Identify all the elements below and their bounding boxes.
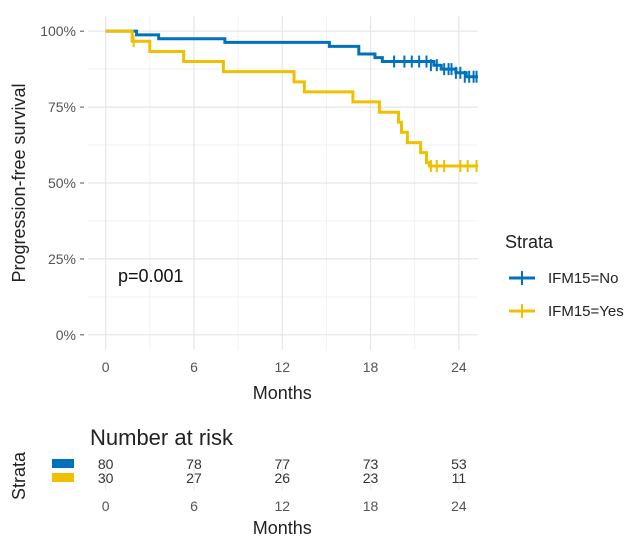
- risk-table-title: Number at risk: [90, 425, 234, 450]
- legend: Strata IFM15=No IFM15=Yes: [505, 232, 624, 320]
- risk-table-x-tick-label: 6: [190, 498, 198, 514]
- legend-label: IFM15=No: [548, 270, 618, 287]
- y-tick-label: 50%: [48, 175, 76, 191]
- y-tick-label: 100%: [40, 23, 76, 39]
- risk-table-count: 73: [363, 456, 379, 472]
- y-axis-title: Progression-free survival: [9, 83, 29, 282]
- risk-table-count: 78: [186, 456, 202, 472]
- risk-table-count: 80: [98, 456, 114, 472]
- risk-table-x-tick-label: 18: [363, 498, 379, 514]
- legend-title: Strata: [505, 232, 554, 252]
- x-tick-label: 0: [102, 359, 110, 375]
- risk-table-count: 77: [274, 456, 290, 472]
- risk-table-x-tick-label: 0: [102, 498, 110, 514]
- risk-table-x-tick-label: 24: [451, 498, 467, 514]
- risk-table-count: 30: [98, 470, 114, 486]
- risk-table-x-axis-title: Months: [253, 518, 312, 537]
- legend-label: IFM15=Yes: [548, 303, 624, 320]
- x-tick-label: 12: [274, 359, 290, 375]
- x-tick-label: 6: [190, 359, 198, 375]
- survival-curve: [105, 29, 478, 168]
- x-tick-label: 24: [451, 359, 467, 375]
- y-tick-label: 75%: [48, 99, 76, 115]
- survival-curves: [105, 29, 478, 168]
- risk-table-strata-swatch: [52, 473, 74, 482]
- y-tick-label: 0%: [56, 327, 76, 343]
- survival-curve: [105, 29, 478, 79]
- plot-axes: 0 6 12 18 24 0% 25% 50% 75% 100% Months Progression…: [9, 23, 467, 403]
- risk-table-count: 23: [363, 470, 379, 486]
- risk-table-strata-swatch: [52, 459, 74, 468]
- risk-table-count: 11: [452, 470, 467, 486]
- risk-table-count: 26: [274, 470, 290, 486]
- risk-table-count: 53: [451, 456, 467, 472]
- risk-table-count: 27: [186, 470, 202, 486]
- x-axis-title: Months: [253, 383, 312, 403]
- risk-table-x-tick-label: 12: [274, 498, 290, 514]
- y-tick-label: 25%: [48, 251, 76, 267]
- risk-table-y-axis-title: Strata: [9, 451, 29, 500]
- p-value-annotation: p=0.001: [118, 266, 184, 286]
- x-tick-label: 18: [363, 359, 379, 375]
- risk-table: Number at risk 0 6 12 18 24 80 78 77 73 53 30 27 26 23…: [9, 425, 467, 538]
- censor-marks: [132, 35, 478, 172]
